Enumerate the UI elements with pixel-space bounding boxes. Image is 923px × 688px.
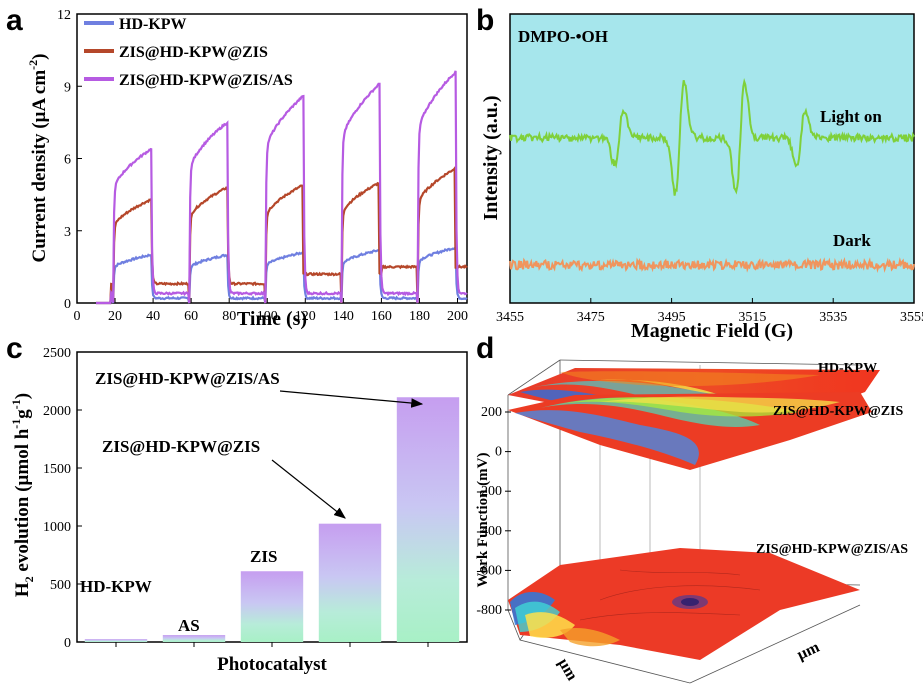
- bar-annotation-zis-hd-kpw-zis-as: ZIS@HD-KPW@ZIS/AS: [95, 369, 280, 388]
- axis-ticks-c: 0 500 1000 1500 2000 2500: [43, 346, 429, 651]
- panel-d: d: [475, 332, 908, 684]
- x-tick-label-a: 40: [146, 309, 160, 324]
- y-tick-label-a: 0: [64, 297, 71, 312]
- series-line-zis-hd-kpw-zis-as: [96, 70, 468, 305]
- y-axis-label-a: Current density (µA cm-2): [26, 54, 50, 263]
- x-tick-label-b: 3475: [577, 310, 605, 325]
- legend-label-zis-hd-kpw-zis-as: ZIS@HD-KPW@ZIS/AS: [119, 72, 293, 89]
- surface-zis-hd-kpw-zis: [508, 392, 872, 470]
- series-line-light-on: [509, 77, 915, 196]
- series-label-dark: Dark: [833, 231, 871, 250]
- surface-label-zis-hd-kpw-zis-as: ZIS@HD-KPW@ZIS/AS: [756, 542, 908, 557]
- axis-ticks-a: 0 20 40 60 80 100 120 140 160 180 200 0 3 6 9 12: [57, 8, 468, 324]
- bar-annotation-as: AS: [178, 616, 200, 635]
- y-tick-label-a: 3: [64, 225, 71, 240]
- x-tick-label-a: 20: [108, 309, 122, 324]
- bar-annotation-hd-kpw: HD-KPW: [80, 577, 152, 596]
- panel-label-c: c: [6, 332, 23, 365]
- x-tick-label-a: 100: [257, 309, 278, 324]
- y-axis-label-c: H2 evolution (µmol h-1g-1): [9, 393, 36, 597]
- bar-zis-hd-kpw-zis-as: [396, 397, 460, 642]
- x-tick-label-b: 3555: [900, 310, 923, 325]
- legend-a: HD-KPW ZIS@HD-KPW@ZIS ZIS@HD-KPW@ZIS/AS: [84, 16, 293, 89]
- axis-ticks-d: 200 0 -200 -400 -600 -800: [476, 405, 511, 618]
- x-axis-label-a: Time (s): [237, 308, 307, 330]
- axis-ticks-b: 3455 3475 3495 3515 3535 3555: [496, 298, 923, 325]
- surface-label-zis-hd-kpw-zis: ZIS@HD-KPW@ZIS: [773, 404, 904, 419]
- y-tick-label-c: 2500: [43, 346, 71, 361]
- y-tick-label-c: 500: [50, 578, 71, 593]
- surface-label-hd-kpw: HD-KPW: [818, 361, 877, 376]
- surface-zis-hd-kpw-zis-as: [508, 548, 860, 660]
- x-tick-label-b: 3495: [658, 310, 686, 325]
- x-axis-label-c: Photocatalyst: [217, 654, 327, 675]
- y-axis-label-b: Intensity (a.u.): [480, 95, 502, 220]
- y-tick-label-c: 1500: [43, 462, 71, 477]
- bar-hd-kpw: [84, 639, 148, 642]
- z-tick-label-d: -600: [476, 563, 502, 578]
- x-tick-label-b: 3455: [496, 310, 524, 325]
- x-tick-label-a: 60: [184, 309, 198, 324]
- bar-zis-hd-kpw-zis: [318, 523, 382, 642]
- chart-title-b: DMPO-•OH: [518, 27, 608, 46]
- y-tick-label-c: 2000: [43, 404, 71, 419]
- series-lines-a: [96, 70, 468, 305]
- bar-zis: [240, 571, 304, 642]
- bar-as: [162, 635, 226, 642]
- arrow-zis-hd-kpw-zis: [271, 459, 346, 519]
- y-tick-label-a: 12: [57, 8, 71, 23]
- bars-c: [84, 397, 460, 642]
- x-tick-label-a: 0: [74, 309, 81, 324]
- panel-label-d: d: [476, 332, 494, 365]
- y-tick-label-a: 9: [64, 80, 71, 95]
- panel-a: a 0 20 40 60 80 100 120 140 160 180 200 0 3 6 9 12 HD-K…: [6, 4, 468, 330]
- series-line-dark: [509, 256, 915, 273]
- series-line-zis-hd-kpw-zis: [96, 165, 468, 305]
- y-tick-label-c: 1000: [43, 520, 71, 535]
- x-tick-label-a: 160: [371, 309, 392, 324]
- legend-label-zis-hd-kpw-zis: ZIS@HD-KPW@ZIS: [119, 44, 268, 61]
- x-tick-label-a: 140: [333, 309, 354, 324]
- z-tick-label-d: 200: [481, 405, 502, 420]
- arrow-zis-hd-kpw-zis-as: [279, 390, 424, 408]
- panel-c: c 0 500 1000 1500 2000 2500 HD-KPW AS ZIS ZIS…: [6, 332, 468, 675]
- x-tick-label-a: 200: [447, 309, 468, 324]
- z-tick-label-d: -400: [476, 524, 502, 539]
- bar-annotation-zis-hd-kpw-zis: ZIS@HD-KPW@ZIS: [102, 437, 260, 456]
- panel-b: b 3455 3475 3495 3515 3535 3555 DMPO-•OH Ligh…: [476, 4, 923, 342]
- legend-label-hd-kpw: HD-KPW: [119, 16, 187, 33]
- z-tick-label-d: -800: [476, 603, 502, 618]
- x-tick-label-a: 180: [409, 309, 430, 324]
- plot-frame-b: [509, 13, 915, 304]
- panel-label-b: b: [476, 4, 494, 37]
- x-tick-label-a: 80: [222, 309, 236, 324]
- x-tick-label-a: 120: [295, 309, 316, 324]
- panel-label-a: a: [6, 4, 23, 37]
- y-tick-label-a: 6: [64, 153, 71, 168]
- bar-annotation-zis: ZIS: [250, 547, 277, 566]
- z-axis-label-d: Work Function (mV): [475, 452, 491, 587]
- z-tick-label-d: -200: [476, 484, 502, 499]
- y-axis-label-d: µm: [795, 638, 823, 663]
- z-tick-label-d: 0: [495, 445, 502, 460]
- series-line-hd-kpw: [96, 245, 468, 305]
- x-axis-label-b: Magnetic Field (G): [631, 320, 793, 342]
- x-axis-label-d: µm: [555, 656, 581, 685]
- y-tick-label-c: 0: [64, 636, 71, 651]
- x-tick-label-b: 3515: [738, 310, 766, 325]
- x-tick-label-b: 3535: [819, 310, 847, 325]
- series-label-light-on: Light on: [820, 107, 882, 126]
